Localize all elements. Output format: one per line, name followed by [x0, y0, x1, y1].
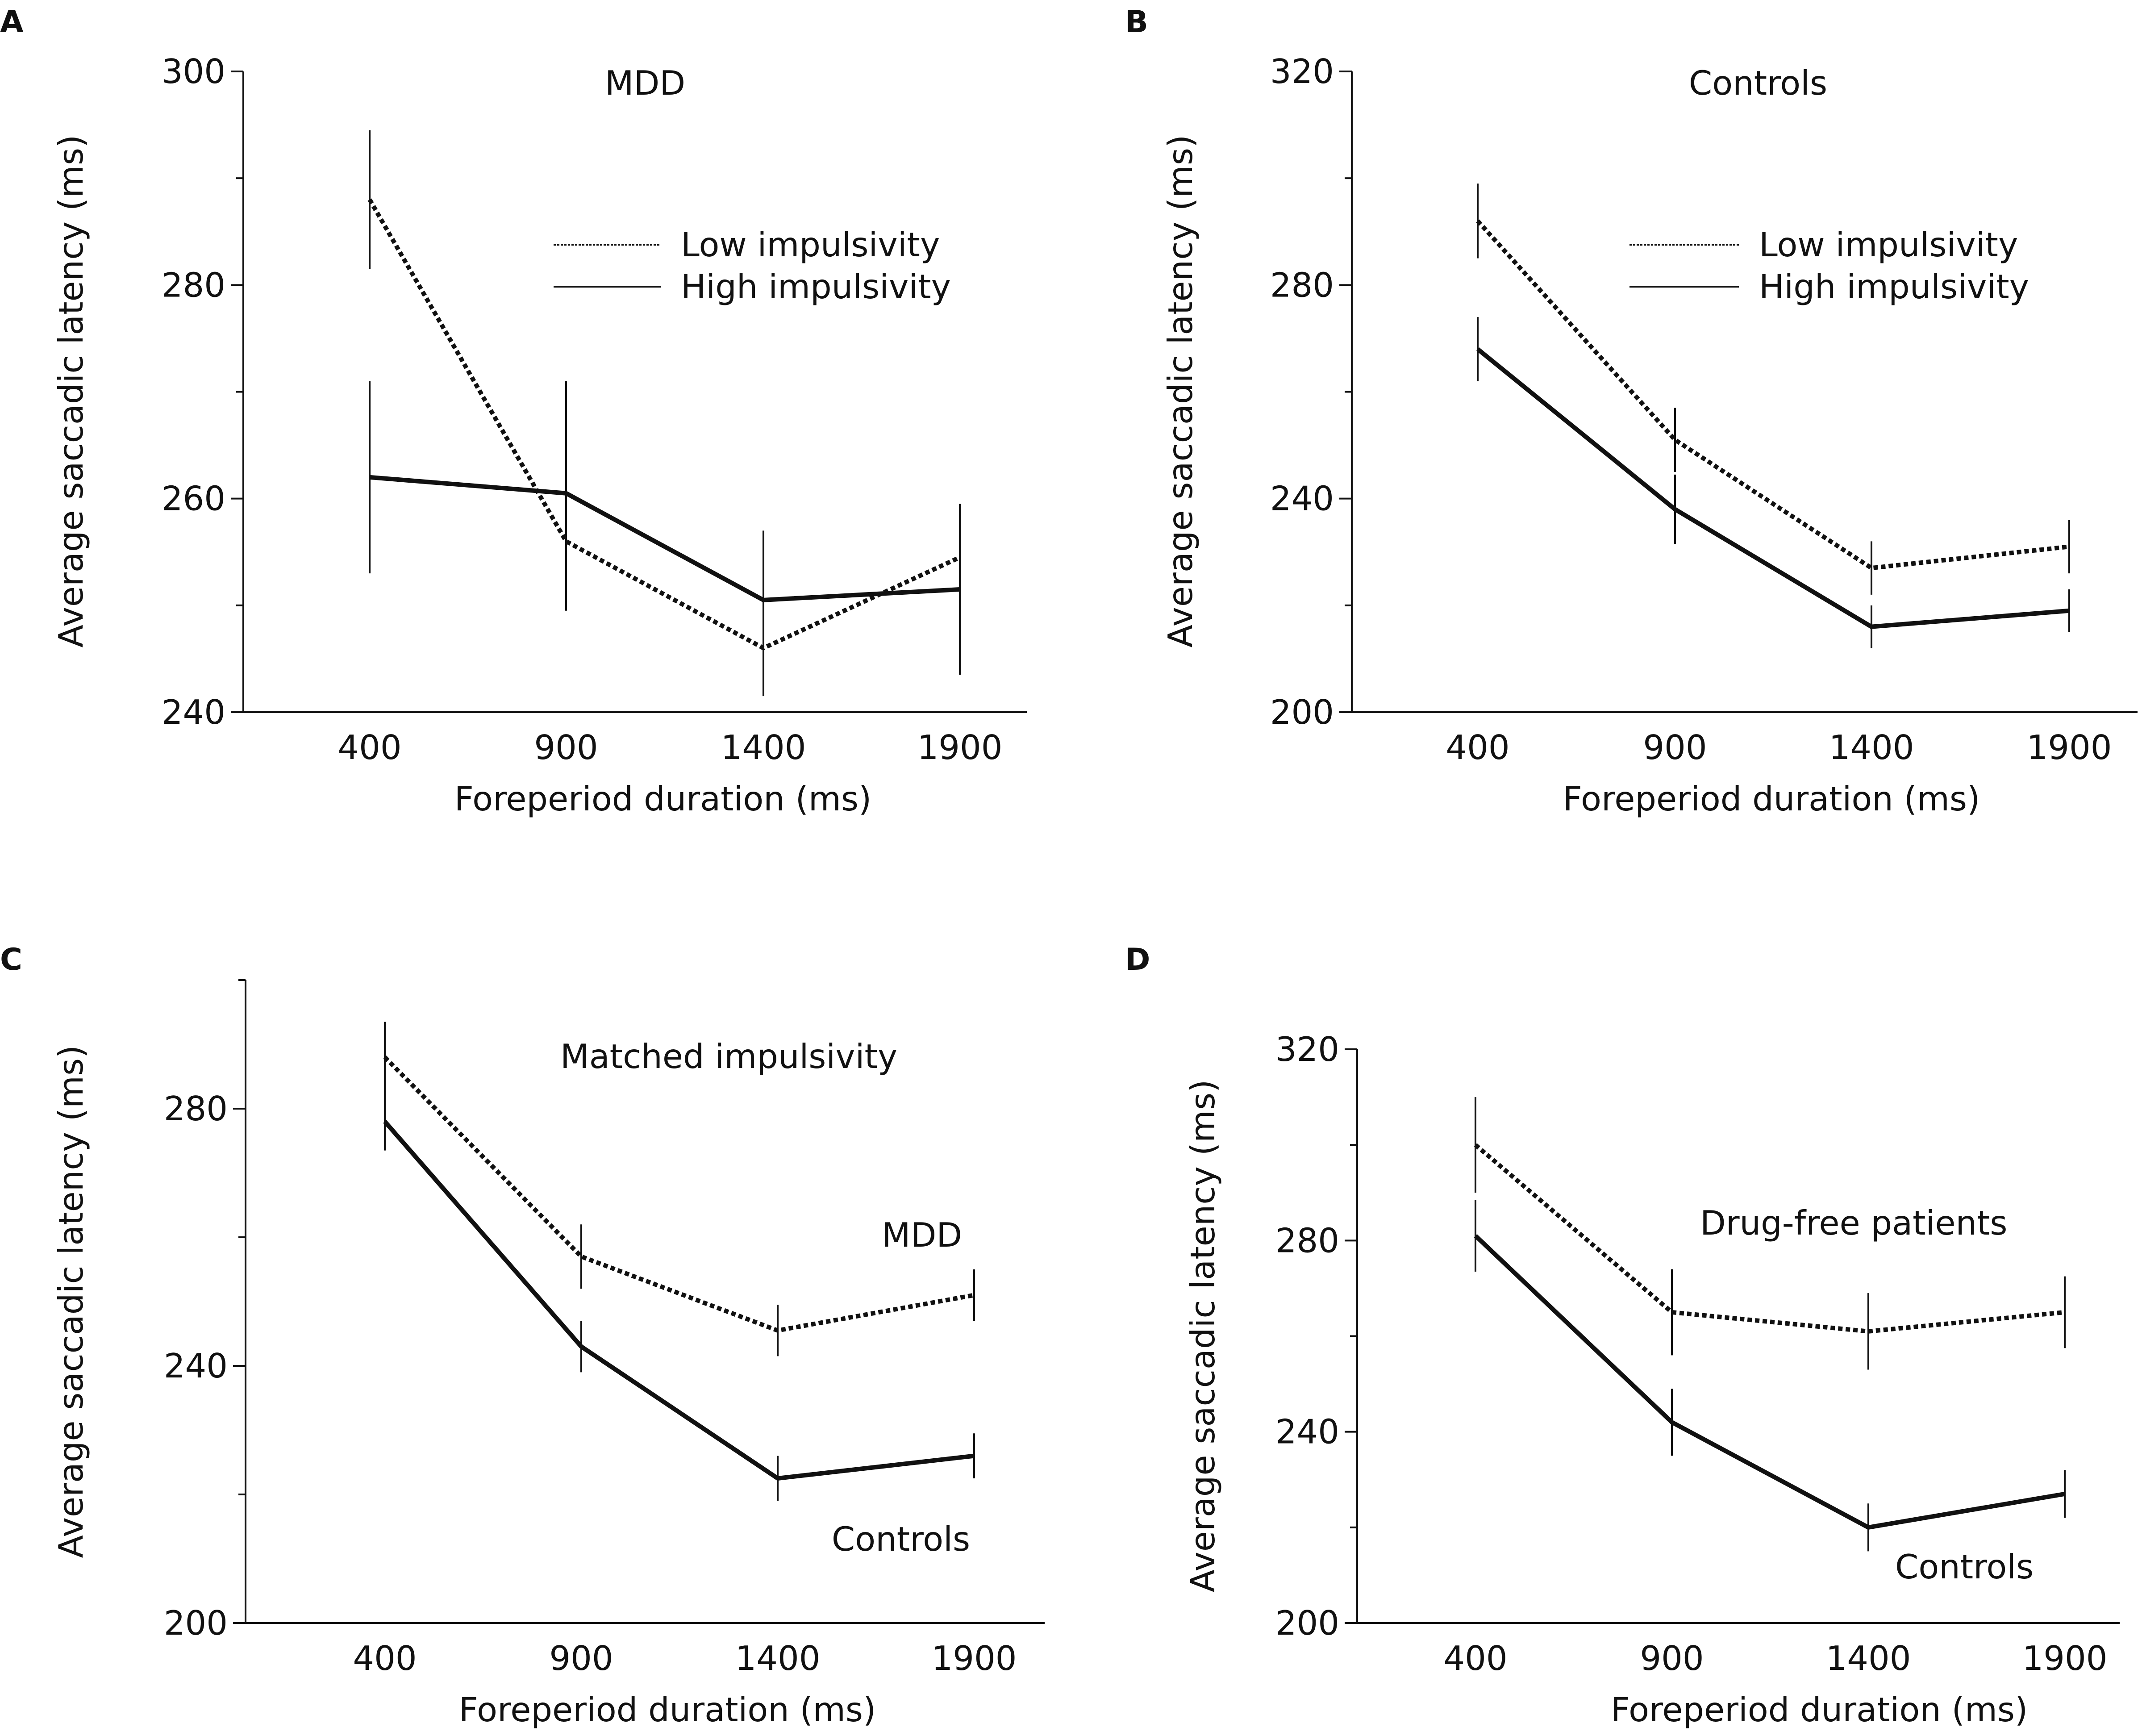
- x-axis-title: Foreperiod duration (ms): [454, 779, 872, 818]
- y-tick-label: 200: [164, 1603, 228, 1643]
- x-tick-label: 900: [1640, 1639, 1704, 1678]
- panel-a: A 240 260 280 300 400 900 1400 1900 Foreperiod du…: [0, 4, 1027, 818]
- y-tick-label: 240: [164, 1346, 228, 1385]
- legend-label-low: Low impulsivity: [1759, 225, 2018, 264]
- series-line-high-impulsivity: [370, 477, 960, 600]
- annotation-controls: Controls: [832, 1519, 970, 1559]
- panel-letter: B: [1125, 4, 1148, 40]
- y-axis-title: Average saccadic latency (ms): [1183, 1080, 1222, 1593]
- x-tick-label: 1900: [2027, 728, 2112, 767]
- y-tick-label: 240: [1270, 479, 1334, 518]
- y-tick-label: 260: [162, 479, 225, 518]
- panel-title: Matched impulsivity: [560, 1037, 897, 1076]
- x-tick-label: 900: [549, 1639, 613, 1678]
- x-tick-label: 400: [1443, 1639, 1507, 1678]
- series-line-mdd: [385, 1057, 974, 1331]
- y-tick-label: 320: [1275, 1030, 1339, 1069]
- y-axis-title: Average saccadic latency (ms): [51, 135, 91, 648]
- annotation-mdd: MDD: [882, 1215, 962, 1255]
- x-axis-title: Foreperiod duration (ms): [1611, 1690, 2028, 1729]
- x-tick-label: 400: [1446, 728, 1509, 767]
- y-axis-title: Average saccadic latency (ms): [51, 1045, 91, 1558]
- series-line-controls: [1475, 1236, 2065, 1527]
- legend-label-high: High impulsivity: [681, 267, 951, 306]
- y-tick-label: 200: [1270, 693, 1334, 732]
- x-tick-label: 400: [353, 1639, 417, 1678]
- panel-b: B 200 240 280 320 400 900 1400 1900 Foreperiod du…: [1125, 4, 2138, 818]
- x-tick-label: 1400: [1829, 728, 1914, 767]
- y-tick-label: 240: [1275, 1412, 1339, 1452]
- panel-letter: C: [0, 942, 22, 977]
- annotation-controls: Controls: [1895, 1547, 2034, 1586]
- x-tick-label: 1400: [721, 728, 806, 767]
- x-tick-label: 1900: [917, 728, 1003, 767]
- panel-letter: D: [1125, 942, 1150, 977]
- panel-title: Controls: [1689, 63, 1827, 103]
- y-tick-label: 300: [162, 52, 225, 91]
- x-tick-label: 900: [534, 728, 598, 767]
- y-tick-label: 320: [1270, 52, 1334, 91]
- panel-c: C 200 240 280 400 900 1400 1900 Foreperiod durat…: [0, 942, 1045, 1729]
- y-tick-label: 280: [162, 265, 225, 305]
- legend-label-low: Low impulsivity: [681, 225, 940, 264]
- y-tick-label: 280: [1275, 1221, 1339, 1260]
- legend-label-high: High impulsivity: [1759, 267, 2029, 306]
- panel-title: MDD: [605, 63, 685, 103]
- panel-d: D 200 240 280 320 400 900 1400 1900 Foreperiod du…: [1125, 942, 2120, 1729]
- y-tick-label: 280: [164, 1089, 228, 1128]
- x-axis-title: Foreperiod duration (ms): [1563, 779, 1980, 818]
- y-tick-label: 280: [1270, 265, 1334, 305]
- y-tick-label: 240: [162, 693, 225, 732]
- x-tick-label: 400: [338, 728, 401, 767]
- x-tick-label: 900: [1643, 728, 1707, 767]
- x-tick-label: 1900: [932, 1639, 1017, 1678]
- y-tick-label: 200: [1275, 1603, 1339, 1643]
- figure: A 240 260 280 300 400 900 1400 1900 Foreperiod du…: [0, 0, 2142, 1736]
- series-line-controls: [385, 1122, 974, 1478]
- x-tick-label: 1900: [2022, 1639, 2108, 1678]
- series-line-high-impulsivity: [1478, 349, 2069, 627]
- panel-title: Drug-free patients: [1700, 1203, 2007, 1243]
- panel-letter: A: [0, 4, 24, 40]
- x-axis-title: Foreperiod duration (ms): [459, 1690, 876, 1729]
- x-tick-label: 1400: [1826, 1639, 1911, 1678]
- x-tick-label: 1400: [735, 1639, 821, 1678]
- y-axis-title: Average saccadic latency (ms): [1161, 135, 1200, 648]
